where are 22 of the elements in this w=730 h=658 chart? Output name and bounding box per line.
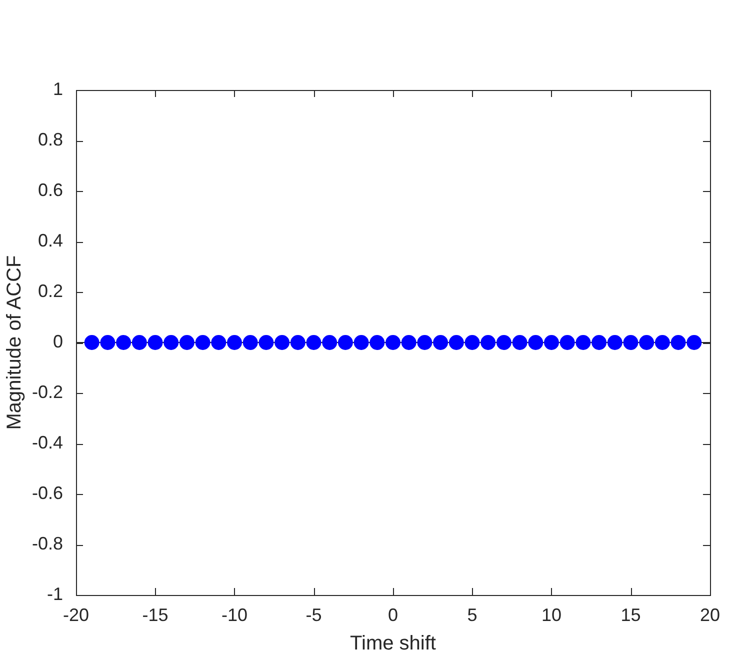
y-tick-label: 0.8: [38, 129, 63, 150]
y-tick-label: 0.2: [38, 280, 63, 301]
x-tick-label: -20: [62, 604, 90, 625]
y-tick-label: 0.6: [38, 180, 63, 200]
y-tick-label: 0: [52, 331, 63, 352]
x-tick-label: 15: [620, 604, 641, 625]
y-tick-label: -1: [46, 584, 63, 604]
x-tick-label: -15: [142, 604, 168, 625]
x-tick-label: 20: [700, 604, 720, 625]
x-tick-label: -10: [221, 604, 248, 625]
y-tick-label: 1: [52, 78, 63, 99]
x-tick-label: 5: [467, 604, 478, 625]
y-tick-label: 0.4: [38, 230, 63, 250]
y-axis-title: Magnitude of ACCF: [4, 255, 26, 430]
x-tick-label: 10: [541, 604, 562, 625]
y-tick-label: -0.4: [32, 432, 63, 452]
x-tick-label: 0: [388, 604, 398, 625]
y-tick-label: -0.8: [32, 533, 63, 554]
x-tick-label: -5: [306, 604, 322, 625]
y-tick-label: -0.6: [32, 482, 63, 503]
x-axis-title: Time shift: [350, 632, 436, 655]
y-tick-label: -0.2: [32, 382, 63, 402]
